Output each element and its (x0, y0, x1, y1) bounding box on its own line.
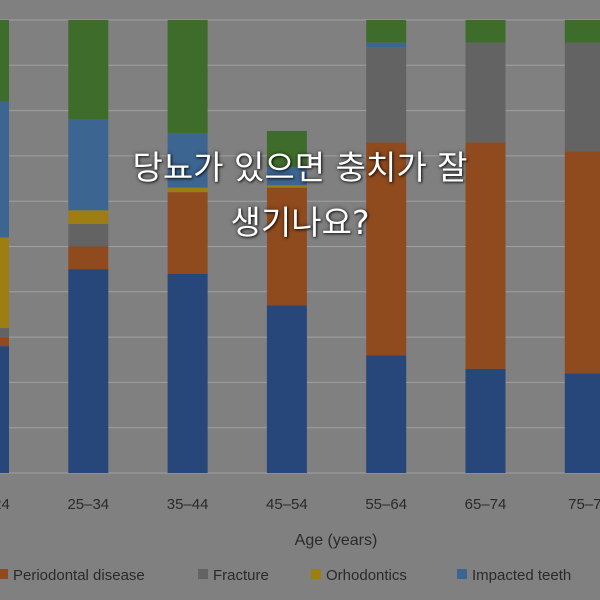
x-tick-label: 75–7 (568, 496, 600, 513)
bar-segment-impacted-teeth-4 (366, 42, 407, 48)
bar-segment-periodontal-disease-3 (266, 187, 307, 306)
bars (0, 20, 600, 473)
bar-segment-fracture-0 (0, 328, 9, 338)
bar-segment-periodontal-disease-1 (68, 246, 109, 270)
bar-segment-periodontal-disease-6 (564, 151, 600, 374)
x-tick-label: 55–64 (365, 496, 407, 513)
bar-segment-orhodontics-0 (0, 237, 9, 329)
bar-segment-series-0-1 (68, 269, 109, 473)
bar-segment-series-0-3 (266, 305, 307, 473)
legend-label: Impacted teeth (472, 567, 571, 584)
bar-segment-series-0-0 (0, 346, 9, 473)
bar-segment-series-5-4 (366, 20, 407, 43)
bar-segment-orhodontics-2 (167, 187, 208, 193)
bar-segment-orhodontics-3 (266, 185, 307, 188)
bar-segment-fracture-6 (564, 42, 600, 152)
x-tick-label: 18–24 (0, 496, 10, 513)
bar-segment-series-5-2 (167, 20, 208, 134)
bar-segment-series-0-2 (167, 273, 208, 473)
legend-swatch (457, 569, 467, 579)
bar-segment-impacted-teeth-0 (0, 101, 9, 238)
bar-segment-fracture-4 (366, 47, 407, 143)
x-tick-label: 25–34 (67, 496, 109, 513)
bar-segment-orhodontics-1 (68, 210, 109, 224)
bar-segment-periodontal-disease-4 (366, 142, 407, 356)
bar-segment-series-5-0 (0, 20, 9, 102)
bar-segment-impacted-teeth-2 (167, 133, 208, 188)
bar-segment-series-0-4 (366, 355, 407, 473)
legend-label: Fracture (213, 567, 269, 584)
x-tick-labels: 18–24 25–34 35–44 45–54 55–64 65–74 75–7 (0, 496, 600, 513)
bar-segment-series-5-6 (564, 20, 600, 43)
legend-label: Periodontal disease (13, 567, 145, 584)
x-tick-label: 65–74 (465, 496, 507, 513)
bar-segment-impacted-teeth-1 (68, 119, 109, 211)
legend-swatch (198, 569, 208, 579)
bar-segment-periodontal-disease-2 (167, 192, 208, 274)
legend-swatch (311, 569, 321, 579)
bar-segment-periodontal-disease-5 (465, 142, 506, 369)
bar-segment-series-0-5 (465, 368, 506, 473)
bar-segment-periodontal-disease-0 (0, 337, 9, 347)
bar-segment-series-5-3 (266, 130, 307, 168)
x-axis-title: Age (years) (295, 532, 378, 549)
legend: Periodontal disease Fracture Orhodontics Im… (0, 567, 571, 584)
bar-segment-series-5-5 (465, 20, 506, 43)
legend-swatch (0, 569, 8, 579)
bar-segment-series-0-6 (564, 373, 600, 473)
legend-label: Orhodontics (326, 567, 407, 584)
bar-segment-impacted-teeth-3 (266, 167, 307, 186)
bar-segment-series-5-1 (68, 20, 109, 120)
x-tick-label: 35–44 (167, 496, 209, 513)
bar-segment-fracture-5 (465, 42, 506, 143)
x-tick-label: 45–54 (266, 496, 308, 513)
bar-segment-fracture-1 (68, 223, 109, 247)
